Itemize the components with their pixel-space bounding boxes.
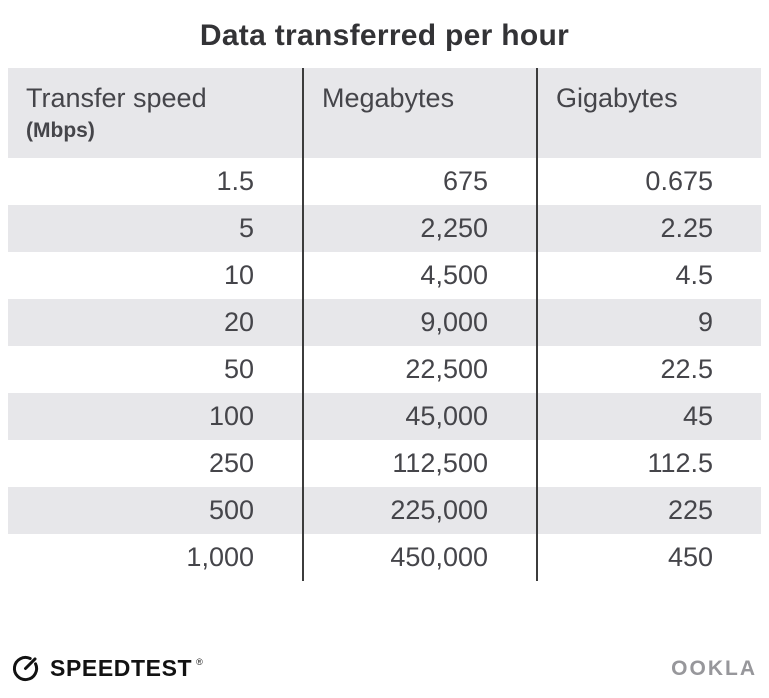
column-header-label: Gigabytes (556, 83, 678, 113)
table-cell: 50 (223, 354, 254, 384)
table-cell: 450,000 (302, 534, 537, 581)
table-cell: 225,000 (302, 487, 537, 534)
column-header-gigabytes: Gigabytes (536, 68, 761, 158)
ookla-wordmark: OOKLA (671, 656, 757, 680)
table-cell: 500 (8, 487, 303, 534)
speedtest-wordmark: SPEEDTEST (50, 655, 193, 681)
table-row: 5 2,250 2.25 (8, 205, 761, 252)
column-header-label: Megabytes (322, 83, 455, 113)
table-cell: 225 (536, 487, 761, 534)
table-row: 500 225,000 225 (8, 487, 761, 534)
table-cell: 450 (536, 534, 761, 581)
speedometer-icon (12, 655, 39, 682)
column-header-label: Transfer speed (26, 83, 207, 113)
table-cell: 22.5 (536, 346, 761, 393)
table-row: 50 22,500 22.5 (8, 346, 761, 393)
table-row: 10 4,500 4.5 (8, 252, 761, 299)
table-cell: 9 (536, 299, 761, 346)
column-header-transfer-speed: Transfer speed (Mbps) (8, 68, 303, 158)
table-cell: 2.25 (536, 205, 761, 252)
page-title: Data transferred per hour (199, 19, 570, 52)
table-cell: 45,000 (302, 393, 537, 440)
table-cell: 1.5 (216, 166, 254, 196)
table-row: 1.5 675 0.675 (8, 158, 761, 205)
table-row: 250 112,500 112.5 (8, 440, 761, 487)
table-cell: 0.675 (536, 158, 761, 205)
data-table: Transfer speed (Mbps) Megabytes Gigabyte… (8, 68, 761, 581)
table-header-row: Transfer speed (Mbps) Megabytes Gigabyte… (8, 68, 761, 158)
speedtest-logo: SPEEDTEST ® (10, 653, 203, 684)
table-cell: 1,000 (186, 542, 254, 572)
table-cell: 112.5 (536, 440, 761, 487)
table-cell: 100 (8, 393, 303, 440)
registered-trademark-mark: ® (196, 657, 204, 667)
table-row: 1,000 450,000 450 (8, 534, 761, 581)
table-row: 20 9,000 9 (8, 299, 761, 346)
table-cell: 9,000 (302, 299, 537, 346)
table-cell: 22,500 (302, 346, 537, 393)
table-cell: 250 (208, 448, 254, 478)
table-cell: 4.5 (536, 252, 761, 299)
table-cell: 5 (8, 205, 303, 252)
column-header-megabytes: Megabytes (302, 68, 537, 158)
table-cell: 45 (536, 393, 761, 440)
footer: SPEEDTEST ® OOKLA (10, 653, 757, 684)
table-row: 100 45,000 45 (8, 393, 761, 440)
table-cell: 2,250 (302, 205, 537, 252)
table-cell: 10 (223, 260, 254, 290)
table-cell: 4,500 (302, 252, 537, 299)
table-cell: 20 (8, 299, 303, 346)
column-header-sublabel: (Mbps) (26, 119, 95, 142)
table-cell: 675 (302, 158, 537, 205)
table-cell: 112,500 (302, 440, 537, 487)
